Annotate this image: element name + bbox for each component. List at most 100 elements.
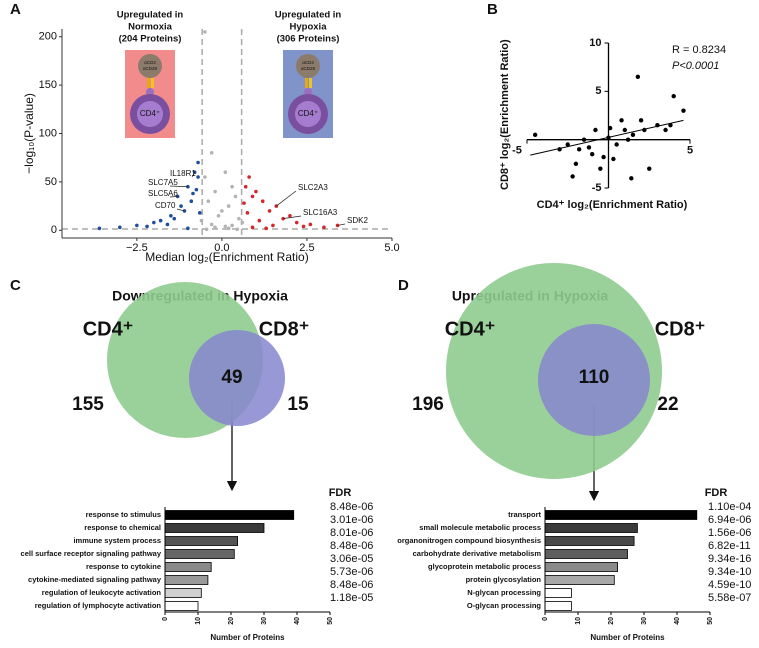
- hypoxia-icon: [283, 50, 333, 138]
- point: [250, 194, 255, 199]
- point: [581, 137, 587, 142]
- bar: [544, 601, 572, 611]
- point: [97, 226, 102, 231]
- annotation: R = 0.8234: [672, 44, 726, 56]
- point: [622, 127, 627, 133]
- point: [194, 187, 199, 192]
- point: [638, 118, 644, 123]
- set-label: CD8⁺: [655, 318, 706, 340]
- point: [245, 211, 250, 215]
- point: [226, 204, 231, 208]
- point: [586, 145, 592, 150]
- icon-label: αCD3: [302, 60, 314, 65]
- point: [216, 213, 221, 218]
- venn-set: [538, 324, 650, 436]
- point: [203, 175, 207, 179]
- point: [242, 201, 246, 205]
- category-label: cytokine-mediated signaling pathway: [28, 575, 162, 584]
- point-label: SLC7A5: [148, 178, 178, 187]
- fdr-label: 6.82e-11: [708, 540, 751, 552]
- x-tick-label: 50: [707, 617, 714, 625]
- point: [223, 224, 228, 229]
- point: [257, 218, 262, 223]
- venn-count: 22: [657, 394, 678, 415]
- point: [322, 225, 326, 230]
- point: [209, 222, 214, 227]
- point: [197, 211, 202, 215]
- venn-count: 15: [287, 394, 309, 415]
- annotation: P<0.0001: [672, 60, 719, 72]
- point: [260, 199, 265, 204]
- venn-count: 49: [221, 367, 242, 388]
- point: [607, 125, 613, 131]
- leader-line: [191, 172, 195, 178]
- icon-label: CD4⁺: [298, 109, 318, 118]
- x-tick-label: 40: [294, 617, 301, 625]
- point-label: CD70: [155, 201, 176, 210]
- x-tick-label: 10: [195, 617, 202, 625]
- fdr-label: 5.58e-07: [708, 592, 751, 604]
- x-tick-label: 2.5: [299, 242, 314, 254]
- bar: [544, 588, 572, 598]
- point: [172, 216, 177, 221]
- point: [179, 204, 183, 208]
- fdr-label: 1.18e-05: [330, 592, 373, 604]
- point: [226, 226, 231, 231]
- point: [209, 151, 214, 155]
- x-axis-label: Number of Proteins: [210, 633, 285, 642]
- point: [630, 132, 636, 138]
- panel-letter: C: [10, 277, 21, 294]
- point: [233, 194, 238, 199]
- point-label: SLC16A3: [303, 208, 338, 217]
- point-label: SLC5A6: [148, 189, 178, 198]
- fdr-label: 8.01e-06: [330, 527, 373, 539]
- callout: (306 Proteins): [277, 34, 340, 45]
- point: [230, 223, 234, 228]
- x-tick-label: 30: [641, 617, 648, 625]
- point-label: SDK2: [347, 216, 368, 225]
- fdr-label: 4.59e-10: [708, 579, 751, 591]
- point: [220, 209, 224, 213]
- point: [213, 225, 217, 230]
- bar: [544, 510, 698, 520]
- y-tick-label: 150: [39, 79, 57, 91]
- point: [240, 220, 245, 225]
- leader-line: [283, 215, 302, 219]
- callout: Upregulated in: [117, 10, 184, 21]
- bar: [164, 588, 202, 598]
- panel-letter: B: [487, 1, 498, 18]
- fdr-label: 1.56e-06: [708, 527, 751, 539]
- point: [196, 175, 200, 179]
- point: [191, 191, 195, 196]
- x-axis-label: Number of Proteins: [590, 633, 665, 642]
- icon-label: αCD3: [144, 60, 156, 65]
- point: [118, 225, 122, 230]
- normoxia-icon: [125, 50, 175, 138]
- fdr-label: 8.48e-06: [330, 579, 373, 591]
- venn-count: 196: [412, 394, 444, 415]
- point: [243, 184, 248, 189]
- panel-letter: D: [398, 277, 409, 294]
- set-label: CD4⁺: [445, 318, 496, 340]
- bar: [164, 575, 209, 585]
- y-axis-label: −log₁₀(P-value): [22, 93, 36, 174]
- point: [250, 225, 255, 230]
- point: [576, 147, 582, 152]
- point: [635, 74, 641, 80]
- y-axis-label: CD8⁺ log₂(Enrichment Ratio): [499, 39, 511, 190]
- category-label: N-glycan processing: [467, 588, 541, 597]
- panel-letter: A: [10, 1, 21, 18]
- category-label: cell surface receptor signaling pathway: [21, 549, 162, 558]
- y-tick-label: 200: [39, 31, 57, 43]
- fdr-label: 3.06e-05: [330, 553, 373, 565]
- category-label: immune system process: [73, 536, 161, 545]
- x-axis-label: Median log₂(Enrichment Ratio): [145, 250, 308, 264]
- x-tick-label: 30: [261, 617, 268, 625]
- fdr-label: 9.34e-16: [708, 553, 751, 565]
- category-label: response to cytokine: [86, 562, 161, 571]
- point: [629, 176, 634, 181]
- icon-label: CD4⁺: [140, 109, 160, 118]
- callout: Normoxia: [128, 22, 173, 33]
- x-tick-label: −2.5: [126, 242, 148, 254]
